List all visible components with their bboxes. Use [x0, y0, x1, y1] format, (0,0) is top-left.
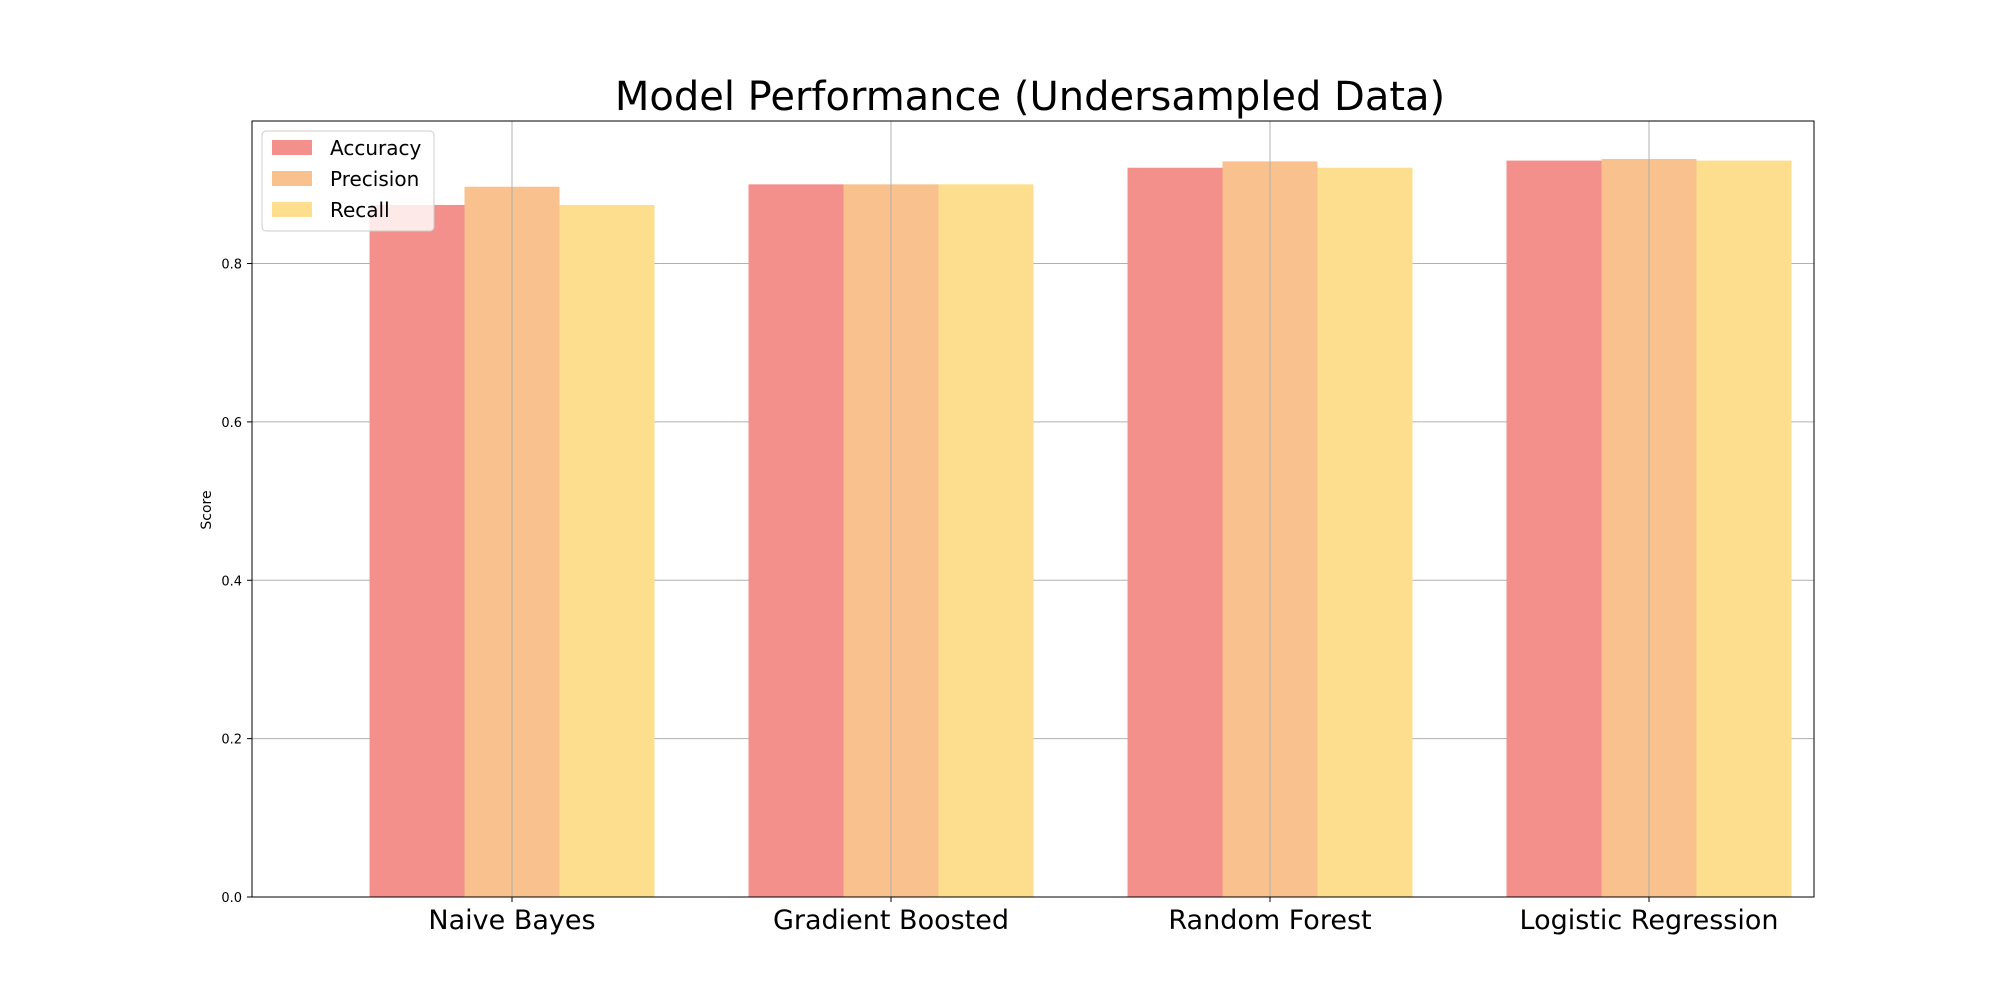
x-tick-label: Gradient Boosted — [773, 905, 1009, 936]
legend-label-precision: Precision — [330, 167, 419, 191]
bar-accuracy-1 — [748, 184, 844, 898]
vertical-grid-lines — [511, 121, 1650, 897]
bar-recall-3 — [1696, 160, 1792, 897]
plot-frame — [251, 120, 1815, 898]
y-tick-label: 0.8 — [221, 258, 242, 273]
chart-title: Model Performance (Undersampled Data) — [615, 74, 1445, 120]
x-axis-ticks: Naive Bayes Gradient Boosted Random Forest… — [428, 897, 1779, 936]
y-tick-label: 0.0 — [221, 891, 242, 906]
bar-recall-1 — [938, 184, 1034, 898]
legend-swatch-accuracy — [272, 140, 312, 155]
bar-recall-0 — [559, 204, 655, 897]
legend-label-recall: Recall — [330, 198, 390, 222]
y-tick-label: 0.2 — [221, 733, 242, 748]
x-tick-label: Random Forest — [1168, 905, 1371, 936]
bars — [369, 159, 1792, 898]
bar-accuracy-3 — [1506, 160, 1602, 897]
bar-recall-2 — [1317, 167, 1413, 897]
x-tick-label: Naive Bayes — [428, 905, 595, 936]
bar-accuracy-0 — [369, 204, 465, 897]
legend: Accuracy Precision Recall — [261, 130, 435, 232]
y-axis-label: Score — [199, 490, 215, 529]
y-tick-label: 0.6 — [221, 416, 242, 431]
y-axis-ticks: 0.0 0.2 0.4 0.6 0.8 — [221, 258, 252, 906]
legend-swatch-recall — [272, 202, 312, 217]
x-tick-label: Logistic Regression — [1520, 905, 1779, 936]
bar-accuracy-2 — [1127, 167, 1223, 897]
legend-label-accuracy: Accuracy — [330, 136, 421, 160]
legend-swatch-precision — [272, 171, 312, 186]
y-tick-label: 0.4 — [221, 574, 242, 589]
